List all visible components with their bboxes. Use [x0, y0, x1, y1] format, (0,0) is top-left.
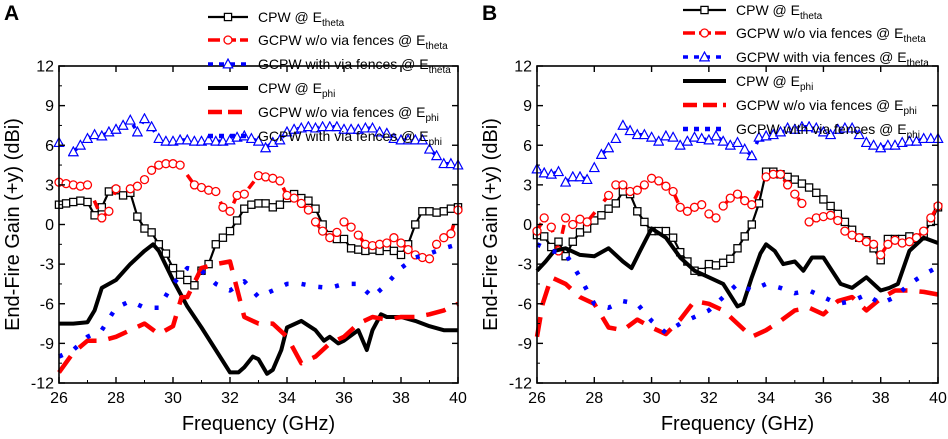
panel-a-series-gcpw-via-phi — [58, 242, 459, 359]
panel-a-series-cpw-theta — [54, 185, 463, 290]
panel-b-y-tick-label: 6 — [523, 138, 532, 155]
panel-b-legend-label-gcpw-no-theta: GCPW w/o via fences @ Etheta — [736, 25, 926, 45]
panel-a-legend-label-cpw-phi: CPW @ Ephi — [258, 80, 335, 100]
panel-b-y-tick-label: -3 — [518, 257, 532, 274]
panel-b-x-tick-label: 26 — [528, 390, 546, 407]
panel-a-x-axis-title: Frequency (GHz) — [182, 413, 335, 435]
panel-b-legend-label-gcpw-no-phi: GCPW w/o via fences @ Ephi — [736, 97, 917, 117]
panel-a-y-tick-label: 9 — [45, 98, 54, 115]
panel-a-label: A — [4, 2, 19, 25]
panel-a-x-tick-label: 40 — [449, 390, 467, 407]
panel-b-plot-frame — [536, 65, 939, 384]
panel-a-series-cpw-phi — [59, 242, 458, 376]
panel-b-label: B — [482, 2, 497, 25]
panel-a-legend-label-cpw-theta: CPW @ Etheta — [258, 9, 345, 29]
panel-a-y-tick-label: -9 — [40, 336, 54, 353]
panel-a-x-tick-label: 36 — [335, 390, 353, 407]
panel-b-x-tick-label: 36 — [815, 390, 833, 407]
panel-a-x-tick-label: 28 — [107, 390, 125, 407]
panel-b-y-tick-label: 3 — [523, 177, 532, 194]
panel-b-x-tick-label: 34 — [757, 390, 775, 407]
panel-a-x-tick-label: 32 — [221, 390, 239, 407]
panel-a-y-axis-title: End-Fire Gain (+y) (dBi) — [2, 118, 24, 331]
panel-b-y-tick-label: 9 — [523, 98, 532, 115]
panel-a-y-tick-label: 12 — [36, 59, 54, 76]
panel-a-y-tick-label: -12 — [31, 376, 54, 393]
panel-b-x-tick-label: 28 — [585, 390, 603, 407]
panel-b-y-axis-title: End-Fire Gain (+y) (dBi) — [480, 118, 502, 331]
panel-a-legend-label-gcpw-via-theta: GCPW with via fences @ Etheta — [258, 56, 451, 76]
panel-b-series-gcpw-via-theta — [537, 125, 938, 182]
panel-b-legend-label-cpw-phi: CPW @ Ephi — [736, 73, 813, 93]
panel-b-x-axis-title: Frequency (GHz) — [661, 413, 814, 435]
panel-a-y-tick-label: -6 — [40, 296, 54, 313]
panel-a-x-tick-label: 26 — [50, 390, 68, 407]
panel-b-legend-label-gcpw-via-phi: GCPW with via fences @ Ephi — [736, 121, 920, 141]
panel-a-x-tick-label: 30 — [164, 390, 182, 407]
panel-a-legend-label-gcpw-via-phi: GCPW with via fences @ Ephi — [258, 128, 442, 148]
panel-b-x-tick-label: 38 — [872, 390, 890, 407]
panel-a-y-tick-label: 3 — [45, 177, 54, 194]
panel-a-x-tick-label: 38 — [392, 390, 410, 407]
panel-a-series-gcpw-no-theta — [54, 159, 463, 264]
panel-b-series-cpw-phi — [535, 226, 939, 309]
panel-b-y-tick-label: -12 — [509, 376, 532, 393]
panel-a-y-tick-label: 0 — [45, 217, 54, 234]
panel-b-x-tick-label: 32 — [700, 390, 718, 407]
panel-b-y-tick-label: -9 — [518, 336, 532, 353]
panel-b-y-tick-label: 12 — [514, 59, 532, 76]
panel-a-legend-label-gcpw-no-theta: GCPW w/o via fences @ Etheta — [258, 32, 448, 52]
panel-b-y-tick-label: -6 — [518, 296, 532, 313]
panel-a-series-gcpw-no-phi — [57, 259, 459, 374]
panel-b-legend-label-gcpw-via-theta: GCPW with via fences @ Etheta — [736, 49, 929, 69]
panel-a-y-tick-label: -3 — [40, 257, 54, 274]
panel-a-x-tick-label: 34 — [278, 390, 296, 407]
panel-b-series-cpw-theta — [532, 167, 943, 277]
panel-a-legend-label-gcpw-no-phi: GCPW w/o via fences @ Ephi — [258, 104, 439, 124]
panel-a-y-tick-label: 6 — [45, 138, 54, 155]
panel-b-x-tick-label: 30 — [643, 390, 661, 407]
panel-b-y-tick-label: 0 — [523, 217, 532, 234]
panel-b-legend-label-cpw-theta: CPW @ Etheta — [736, 2, 823, 22]
panel-b-x-tick-label: 40 — [929, 390, 947, 407]
panel-b-series-gcpw-no-theta — [532, 169, 943, 260]
